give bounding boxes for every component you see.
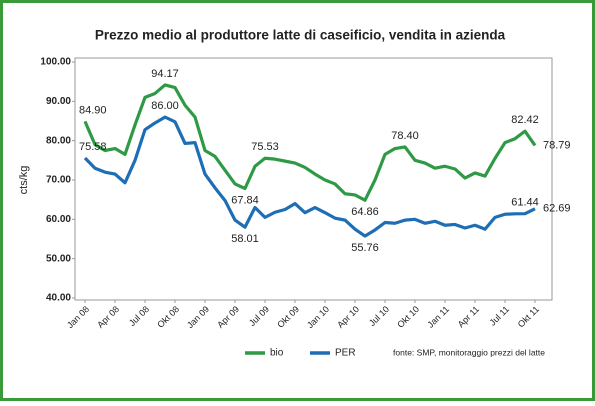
series-line	[83, 83, 537, 202]
data-label: 62.69	[543, 203, 571, 215]
data-label: 64.86	[351, 206, 379, 218]
data-label: 58.01	[231, 233, 259, 245]
plot-area	[74, 57, 553, 301]
data-label: 67.84	[231, 194, 259, 206]
data-label: 61.44	[511, 197, 539, 209]
y-tick-label: 50.00	[46, 253, 71, 264]
chart-title: Prezzo medio al produttore latte di case…	[95, 28, 506, 43]
legend-label: bio	[270, 348, 284, 359]
y-tick-label: 60.00	[46, 214, 71, 225]
source: fonte: SMP, monitoraggio prezzi del latt…	[393, 347, 545, 357]
y-tick-label: 100.00	[40, 57, 71, 68]
data-label: 55.76	[351, 242, 379, 254]
data-label: 84.90	[79, 104, 107, 116]
data-label: 75.58	[79, 141, 107, 153]
y-tick-label: 90.00	[46, 96, 71, 107]
data-label: 82.42	[511, 114, 539, 126]
data-label: 75.53	[251, 141, 279, 153]
data-label: 86.00	[151, 100, 179, 112]
series-line	[83, 115, 536, 238]
legend-label: PER	[335, 348, 356, 359]
y-tick-label: 70.00	[46, 175, 71, 186]
y-axis-label: cts/kg	[18, 166, 30, 195]
y-tick-label: 80.00	[46, 135, 71, 146]
data-label: 78.40	[391, 130, 419, 142]
data-label: 94.17	[151, 68, 179, 80]
y-tick-label: 40.00	[46, 293, 71, 304]
data-label: 78.79	[543, 139, 571, 151]
